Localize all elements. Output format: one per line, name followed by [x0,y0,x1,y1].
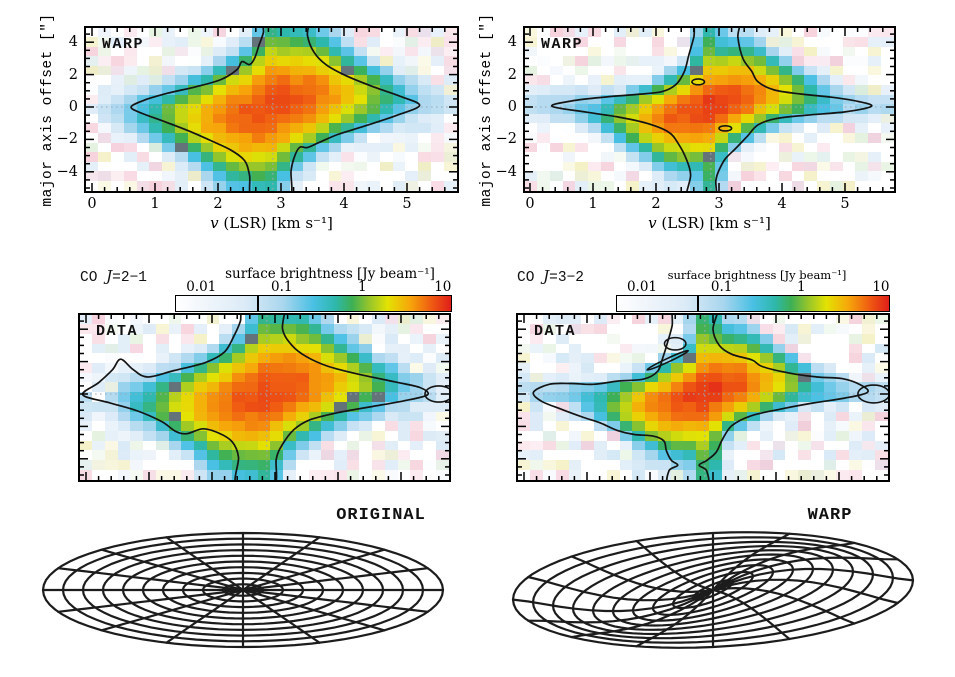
y-tick-label: −2 [56,131,78,148]
y-tick-label: 4 [68,34,78,51]
panel-label-data-co32: DATA [534,323,577,340]
emission-contour [130,28,421,191]
disk-spoke [57,567,429,613]
x-axis-title-var: v [648,214,657,232]
x-tick-label: 2 [651,196,661,212]
heatmap-canvas-warp-co32 [525,28,894,191]
y-tick-label: 0 [68,99,78,115]
x-axis-title-var: v [210,214,219,232]
panel-overlay-data-co21 [80,315,449,480]
pv-panel-warp-co21: WARP [84,26,459,193]
contour-extra-1 [663,336,687,351]
y-tick-label: 0 [507,99,517,115]
contour-extra-0 [857,384,888,404]
colorbar-tick-label: 0.1 [271,279,293,295]
colorbar-tick-label: 1 [357,279,367,295]
colorbar-tick-label: 10 [434,279,452,295]
x-tick-label: 5 [402,196,412,212]
disk-wireframe-disk-original [41,531,445,649]
pv-panel-warp-co32: WARP [523,26,896,193]
emission-contour [551,28,873,191]
colorbar-tick-label: 0.01 [626,279,657,295]
colorbar-title-co21: surface brightness [Jy beam⁻¹] [225,266,435,282]
disk-title-disk-warp: WARP [807,506,853,525]
x-axis-title: v (LSR) [km s⁻¹] [648,214,771,232]
panel-label-warp-co21: WARP [102,36,145,53]
colorbar-co21 [175,295,453,313]
y-tick-label: 4 [507,34,517,51]
x-axis-title: v (LSR) [km s⁻¹] [210,214,333,232]
x-tick-label: 2 [213,196,223,212]
disk-title-disk-original: ORIGINAL [336,506,426,525]
line-label-co21: CO J=2−1 [80,267,147,286]
x-tick-label: 0 [87,196,97,212]
contour-extra-0 [691,78,706,86]
y-tick-label: −4 [56,163,78,180]
y-tick-label: −2 [495,131,517,148]
panel-label-data-co21: DATA [96,323,139,340]
disk-wireframe-disk-warp [511,531,915,649]
panel-overlay-warp-co32 [525,28,894,191]
line-label-j: J [543,267,550,285]
y-tick-label: 2 [68,66,78,83]
contour-extra-0 [424,385,449,403]
x-tick-label: 4 [339,196,349,212]
colorbar-contour-tick [256,296,259,312]
y-axis-title: major axis offset [″] [479,12,495,207]
x-tick-label: 0 [525,196,535,212]
heatmap-canvas-data-co21 [80,315,449,480]
pv-panel-data-co32: DATA [516,313,890,482]
colorbar-tick-label: 0.01 [186,279,217,295]
y-tick-label: 2 [507,66,517,83]
y-axis-title: major axis offset [″] [40,12,56,207]
x-tick-label: 3 [276,196,286,212]
colorbar-title-co32: surface brightness [Jy beam⁻¹] [667,268,847,282]
x-tick-label: 3 [714,196,724,212]
colorbar-co32 [616,295,891,313]
line-label-j: J [106,267,113,285]
panel-overlay-warp-co21 [86,28,457,191]
panel-overlay-data-co32 [518,315,888,480]
y-tick-label: −4 [495,163,517,180]
disk-spoke [527,556,899,624]
colorbar-tick-label: 0.1 [710,279,733,295]
emission-contour [532,315,869,480]
colorbar-tick-label: 10 [872,279,890,295]
heatmap-canvas-data-co32 [518,315,888,480]
contour-extra-2 [646,349,690,371]
panel-label-warp-co32: WARP [541,36,584,53]
colorbar-contour-tick [697,296,699,312]
pv-panel-data-co21: DATA [78,313,451,482]
x-tick-label: 1 [150,196,160,212]
heatmap-canvas-warp-co21 [86,28,457,191]
x-tick-label: 4 [777,196,787,212]
x-tick-label: 1 [588,196,598,212]
x-tick-label: 5 [840,196,850,212]
contour-extra-1 [718,124,733,132]
colorbar-tick-label: 1 [796,279,806,295]
line-label-co32: CO J=3−2 [517,267,584,286]
